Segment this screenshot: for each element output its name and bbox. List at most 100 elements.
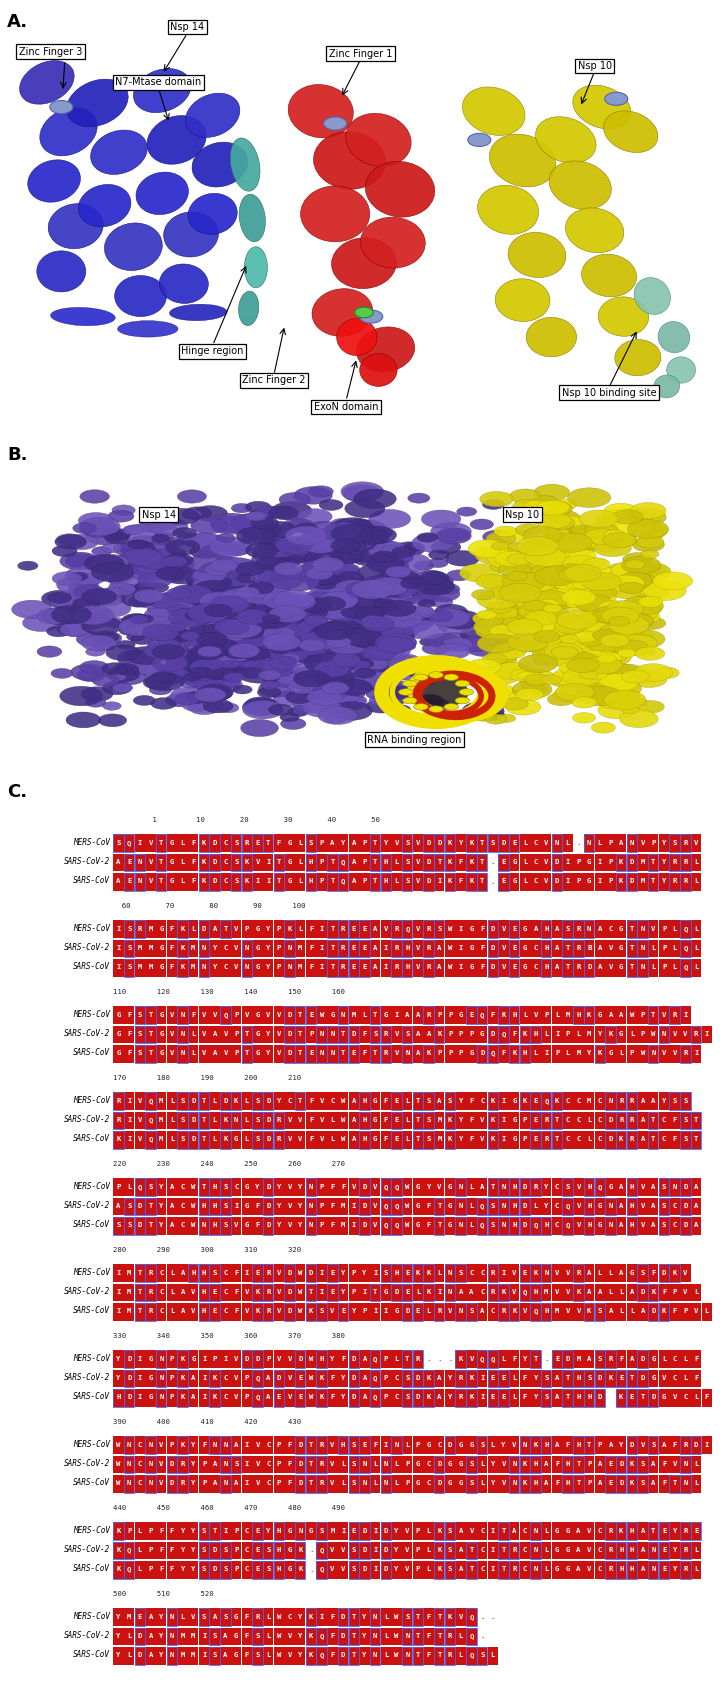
FancyBboxPatch shape bbox=[466, 874, 477, 891]
FancyBboxPatch shape bbox=[146, 1608, 156, 1625]
Circle shape bbox=[207, 577, 238, 593]
Text: T: T bbox=[352, 1652, 356, 1659]
Text: N: N bbox=[662, 1031, 666, 1038]
Text: W: W bbox=[191, 1183, 196, 1190]
Circle shape bbox=[360, 310, 383, 323]
FancyBboxPatch shape bbox=[584, 958, 594, 977]
Circle shape bbox=[562, 665, 585, 676]
Text: N: N bbox=[609, 1222, 613, 1229]
Circle shape bbox=[222, 660, 240, 669]
FancyBboxPatch shape bbox=[231, 1006, 241, 1024]
FancyBboxPatch shape bbox=[188, 853, 199, 872]
FancyBboxPatch shape bbox=[242, 1006, 252, 1024]
Circle shape bbox=[303, 699, 342, 718]
FancyBboxPatch shape bbox=[531, 1283, 541, 1302]
Text: T: T bbox=[373, 1012, 377, 1017]
Circle shape bbox=[277, 618, 315, 635]
Circle shape bbox=[392, 637, 416, 648]
Circle shape bbox=[241, 611, 258, 620]
FancyBboxPatch shape bbox=[509, 1006, 519, 1024]
Circle shape bbox=[165, 540, 200, 555]
Text: W: W bbox=[191, 1222, 196, 1229]
FancyBboxPatch shape bbox=[445, 1388, 455, 1407]
Circle shape bbox=[352, 633, 384, 648]
Text: C: C bbox=[395, 1375, 399, 1381]
Circle shape bbox=[263, 604, 290, 616]
Circle shape bbox=[295, 652, 322, 664]
FancyBboxPatch shape bbox=[498, 1045, 509, 1063]
Text: C: C bbox=[673, 1356, 677, 1361]
Text: D: D bbox=[191, 1117, 196, 1122]
FancyBboxPatch shape bbox=[156, 1006, 167, 1024]
Text: V: V bbox=[566, 1309, 570, 1314]
FancyBboxPatch shape bbox=[210, 835, 220, 852]
Circle shape bbox=[162, 630, 186, 640]
Text: C: C bbox=[662, 1117, 666, 1122]
FancyBboxPatch shape bbox=[456, 1197, 466, 1216]
Circle shape bbox=[214, 618, 250, 635]
Circle shape bbox=[502, 698, 529, 709]
Text: V: V bbox=[288, 1356, 292, 1361]
FancyBboxPatch shape bbox=[252, 1608, 263, 1625]
Circle shape bbox=[167, 587, 191, 599]
Text: N: N bbox=[405, 1050, 410, 1056]
Text: D: D bbox=[480, 1050, 484, 1056]
FancyBboxPatch shape bbox=[477, 1217, 487, 1234]
FancyBboxPatch shape bbox=[531, 940, 541, 957]
Circle shape bbox=[541, 676, 561, 684]
FancyBboxPatch shape bbox=[605, 853, 616, 872]
Text: S: S bbox=[470, 1309, 474, 1314]
FancyBboxPatch shape bbox=[616, 1026, 626, 1043]
Text: S: S bbox=[181, 1097, 185, 1104]
Circle shape bbox=[60, 686, 103, 706]
Text: T: T bbox=[373, 1050, 377, 1056]
FancyBboxPatch shape bbox=[691, 1217, 701, 1234]
Text: F: F bbox=[427, 1222, 431, 1229]
Text: I: I bbox=[223, 1527, 228, 1534]
FancyBboxPatch shape bbox=[359, 1026, 370, 1043]
Circle shape bbox=[181, 533, 210, 547]
FancyBboxPatch shape bbox=[584, 1112, 594, 1129]
Text: R: R bbox=[609, 1356, 613, 1361]
FancyBboxPatch shape bbox=[488, 1006, 498, 1024]
Text: Y: Y bbox=[395, 1547, 399, 1552]
Circle shape bbox=[392, 547, 415, 557]
Text: Q: Q bbox=[480, 1204, 484, 1209]
FancyBboxPatch shape bbox=[637, 1112, 648, 1129]
Text: E: E bbox=[405, 1288, 410, 1295]
Text: C: C bbox=[534, 858, 538, 865]
FancyBboxPatch shape bbox=[670, 958, 680, 977]
Circle shape bbox=[309, 625, 352, 645]
FancyBboxPatch shape bbox=[188, 921, 199, 938]
Text: F: F bbox=[331, 1183, 335, 1190]
FancyBboxPatch shape bbox=[445, 1561, 455, 1578]
Text: R: R bbox=[341, 945, 345, 951]
Circle shape bbox=[306, 587, 341, 604]
Circle shape bbox=[316, 535, 346, 549]
Circle shape bbox=[215, 655, 234, 664]
Text: E: E bbox=[512, 945, 516, 951]
FancyBboxPatch shape bbox=[370, 1092, 380, 1111]
FancyBboxPatch shape bbox=[402, 1131, 412, 1148]
Text: N: N bbox=[309, 1222, 313, 1229]
Circle shape bbox=[299, 555, 317, 564]
FancyBboxPatch shape bbox=[584, 1522, 594, 1541]
FancyBboxPatch shape bbox=[338, 853, 348, 872]
Circle shape bbox=[170, 591, 211, 609]
Text: E: E bbox=[502, 879, 506, 884]
Circle shape bbox=[609, 643, 629, 653]
FancyBboxPatch shape bbox=[135, 1436, 145, 1454]
Text: A: A bbox=[223, 1634, 228, 1639]
FancyBboxPatch shape bbox=[595, 1265, 605, 1282]
FancyBboxPatch shape bbox=[263, 874, 273, 891]
Circle shape bbox=[483, 530, 513, 543]
FancyBboxPatch shape bbox=[146, 1112, 156, 1129]
FancyBboxPatch shape bbox=[659, 1351, 669, 1368]
Text: G: G bbox=[416, 1183, 420, 1190]
Circle shape bbox=[280, 713, 299, 721]
FancyBboxPatch shape bbox=[573, 1217, 584, 1234]
Text: L: L bbox=[534, 1050, 538, 1056]
Circle shape bbox=[130, 615, 149, 623]
FancyBboxPatch shape bbox=[627, 874, 637, 891]
Text: C: C bbox=[288, 1097, 292, 1104]
